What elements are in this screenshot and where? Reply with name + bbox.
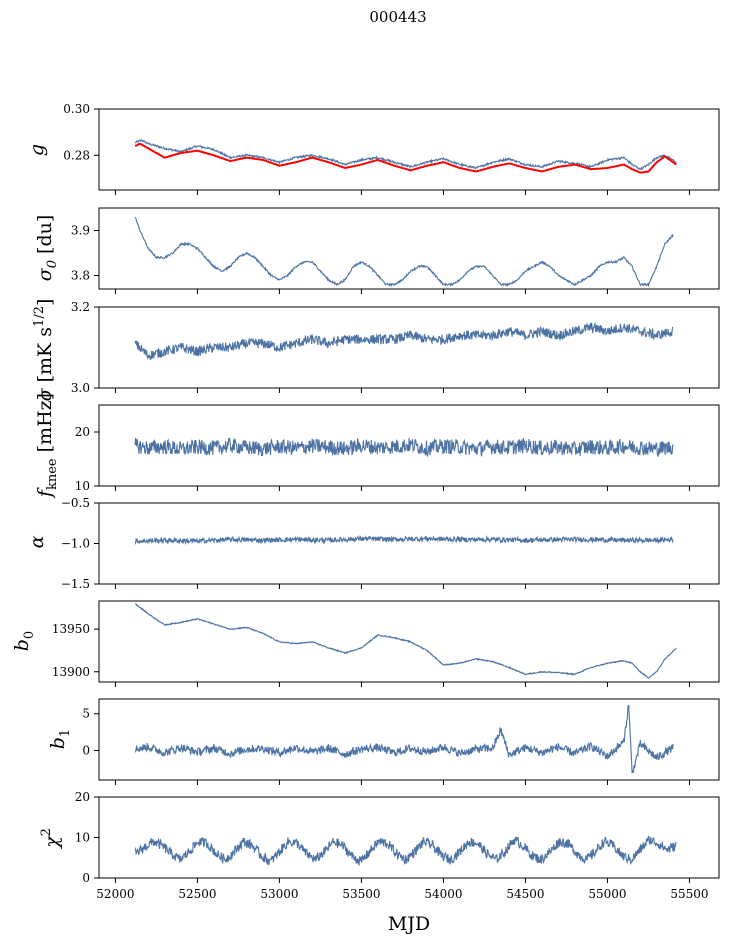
series-chi2 — [134, 835, 677, 866]
y-label-fknee-sub: knee — [45, 458, 60, 490]
xtick-label-6: 55000 — [588, 887, 626, 901]
xtick-label-2: 53000 — [260, 887, 298, 901]
y-label-fknee-unit: [mHz] — [34, 393, 56, 458]
ytick-label-fknee-1: 20 — [75, 425, 90, 439]
axes-frame-sigma_mk — [98, 306, 720, 389]
xtick-label-1: 52500 — [178, 887, 216, 901]
y-label-sigma-exp: 1/2 — [32, 306, 47, 327]
y-label-fknee-sym: f — [34, 487, 56, 499]
ytick-label-chi2-2: 20 — [75, 790, 90, 804]
y-label-fknee-text: fknee [mHz] — [34, 393, 60, 499]
y-label-b1-sym: b — [47, 737, 69, 749]
series-g — [134, 138, 677, 171]
y-label-sigma0-unit: [du] — [34, 215, 56, 260]
series-alpha — [134, 534, 674, 546]
axes-frame-b0 — [98, 600, 720, 683]
y-label-sigma0-text: σ0 [du] — [34, 215, 60, 282]
ytick-label-b0-0: 13900 — [52, 665, 90, 679]
y-label-sigma-unit: [mK s — [34, 327, 56, 388]
y-label-sigma0: σ0 [du] — [34, 215, 60, 282]
y-label-alpha: α — [26, 535, 48, 548]
axes-frame-b1 — [98, 698, 720, 781]
panels: 0.280.303.83.93.03.21020−1.5−1.0−0.51390… — [52, 102, 720, 901]
series-b1 — [134, 704, 674, 774]
panel-sigma0: 3.8 3.9 — [71, 207, 720, 294]
y-label-b0-sym: b — [11, 639, 33, 651]
ytick-label-alpha-1: −1.0 — [61, 537, 90, 551]
axes-frame-fknee — [98, 404, 720, 487]
xtick-label-7: 55500 — [670, 887, 708, 901]
panel-chi2: 0 10 20 52000 52500 53000 53500 54000 54500 55000… — [75, 790, 720, 901]
y-label-sigma0-sub: 0 — [45, 260, 60, 268]
y-label-b0: b0 — [11, 631, 37, 651]
panel-alpha: −1.5 −1.0 −0.5 — [61, 496, 720, 591]
y-label-sigma-text: σ [mK s1/2] — [32, 299, 56, 402]
series-sigma_mk — [134, 321, 674, 360]
xtick-label-4: 54000 — [424, 887, 462, 901]
panel-b0: 13900 13950 — [52, 600, 720, 687]
series-sigma0 — [134, 217, 674, 288]
y-label-b1: b1 — [47, 729, 73, 749]
xtick-label-0: 52000 — [96, 887, 134, 901]
y-label-chi2-text: χ2 — [39, 828, 63, 850]
series-fknee — [134, 437, 674, 458]
xtick-label-3: 53500 — [342, 887, 380, 901]
y-label-fknee: fknee [mHz] — [34, 393, 60, 499]
ytick-label-sigma0-0: 3.8 — [71, 269, 90, 283]
y-label-g-text: g — [26, 144, 48, 156]
ytick-label-chi2-1: 10 — [75, 831, 90, 845]
axes-frame-chi2 — [98, 796, 720, 879]
y-label-b0-sub: 0 — [22, 631, 37, 639]
figure-title: 000443 — [369, 8, 426, 26]
ytick-label-sigma_mk-1: 3.2 — [71, 300, 90, 314]
panel-sigma_mk: 3.0 3.2 — [71, 300, 720, 395]
series-b0 — [134, 603, 677, 679]
ytick-label-b1-1: 5 — [82, 707, 90, 721]
y-label-b0-text: b0 — [11, 631, 37, 651]
ytick-label-b1-0: 0 — [82, 744, 90, 758]
y-label-sigma-sym: σ — [34, 387, 56, 401]
panel-b1: 05 — [82, 698, 720, 785]
y-label-chi2: χ2 — [39, 828, 63, 850]
axes-frame-g — [98, 108, 720, 191]
y-label-g: g — [26, 144, 48, 156]
xtick-label-5: 54500 — [506, 887, 544, 901]
y-label-sigma0-sym: σ — [34, 267, 56, 281]
y-label-b1-text: b1 — [47, 729, 73, 749]
y-label-b1-sub: 1 — [58, 729, 73, 737]
ytick-label-chi2-0: 0 — [82, 871, 90, 885]
axes-frame-sigma0 — [98, 207, 720, 290]
ytick-label-g-0: 0.28 — [63, 148, 90, 162]
y-label-sigma: σ [mK s1/2] — [32, 299, 56, 402]
series-model — [134, 142, 677, 174]
ytick-label-alpha-2: −0.5 — [61, 496, 90, 510]
ytick-label-b0-1: 13950 — [52, 622, 90, 636]
y-label-chi2-sym: χ — [41, 835, 63, 850]
y-label-sigma-close: ] — [34, 299, 56, 306]
ytick-label-fknee-0: 10 — [75, 479, 90, 493]
ytick-label-sigma0-1: 3.9 — [71, 224, 90, 238]
ytick-label-alpha-0: −1.5 — [61, 577, 90, 591]
y-label-alpha-text: α — [26, 535, 48, 548]
panel-fknee: 10 20 — [75, 404, 720, 493]
ytick-label-sigma_mk-0: 3.0 — [71, 381, 90, 395]
ytick-label-g-1: 0.30 — [63, 102, 90, 116]
panel-g: 0.28 0.30 — [63, 102, 720, 195]
y-label-chi2-exp: 2 — [39, 828, 54, 836]
x-axis-label: MJD — [388, 913, 430, 935]
